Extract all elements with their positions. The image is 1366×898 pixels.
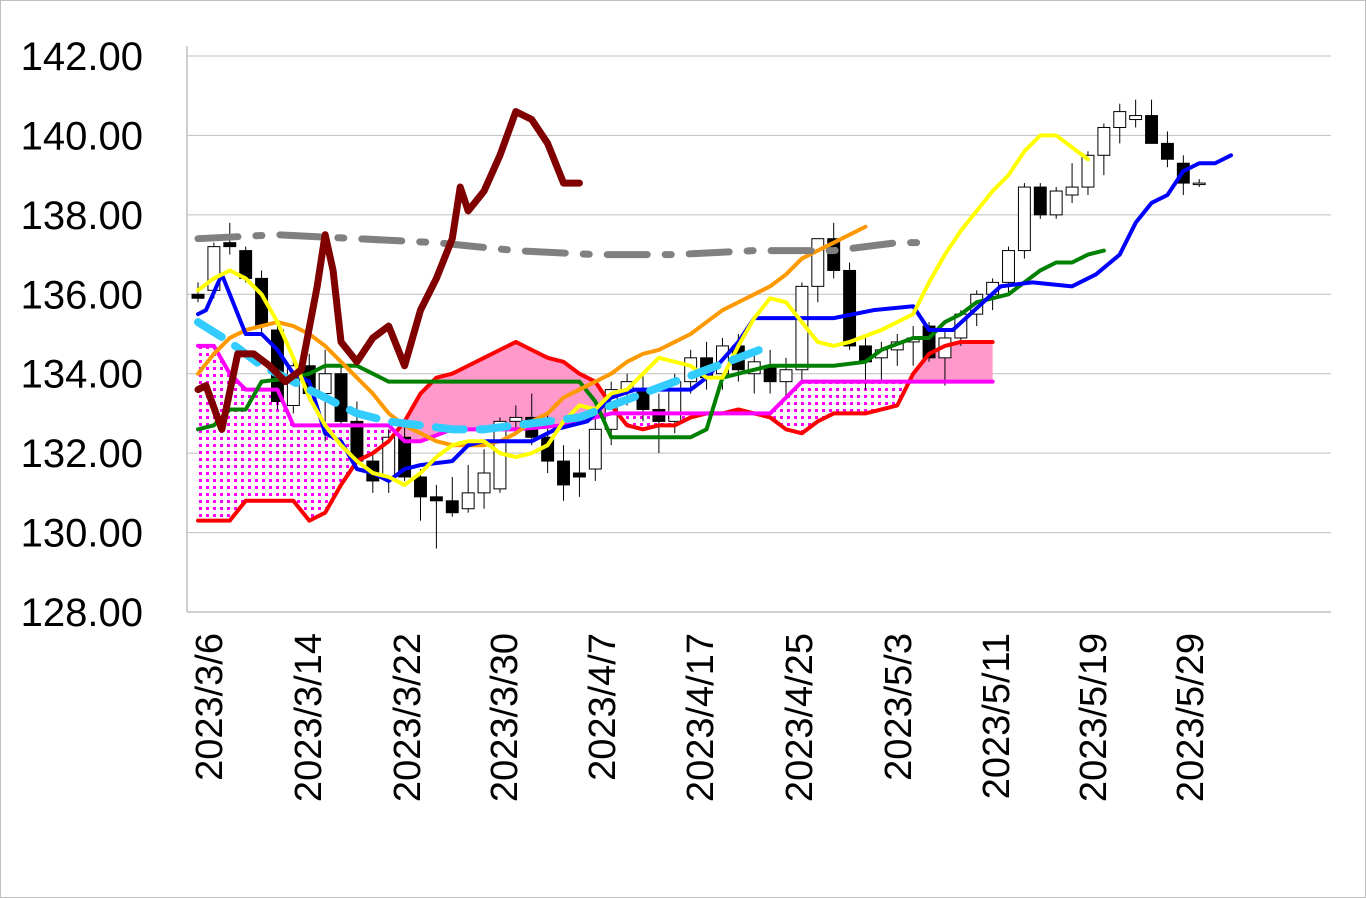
candle-down <box>1145 115 1158 144</box>
candle-down <box>191 293 205 299</box>
y-tick-label: 128.00 <box>21 591 143 635</box>
x-tick-label: 2023/3/6 <box>189 633 231 781</box>
candle-up <box>1097 126 1111 156</box>
candle-up <box>588 428 602 470</box>
x-tick-label: 2023/5/29 <box>1170 633 1212 802</box>
cloud-bullish <box>392 341 616 442</box>
candle-up <box>1049 190 1063 216</box>
y-tick-label: 138.00 <box>21 194 143 238</box>
candle-up <box>318 373 332 395</box>
candle-up <box>477 472 491 494</box>
candle-up <box>779 369 793 383</box>
y-tick-label: 136.00 <box>21 273 143 317</box>
x-tick-label: 2023/3/22 <box>387 633 429 802</box>
candle-down <box>398 436 412 478</box>
y-axis-labels: 142.00 140.00 138.00 136.00 134.00 132.00 130.… <box>21 35 143 635</box>
x-tick-label: 2023/3/30 <box>484 633 526 802</box>
candle-down <box>557 460 570 486</box>
x-tick-label: 2023/5/3 <box>878 633 920 781</box>
cloud-bullish <box>905 341 993 390</box>
x-tick-label: 2023/4/17 <box>680 633 722 802</box>
cloud-bearish <box>754 381 906 434</box>
y-tick-label: 132.00 <box>21 432 143 476</box>
candle-up <box>1129 115 1143 121</box>
y-tick-label: 140.00 <box>21 114 143 158</box>
candle-down <box>922 325 936 359</box>
series-line-gray <box>194 231 933 259</box>
series-line-cyan <box>194 318 775 434</box>
x-tick-label: 2023/3/14 <box>288 633 330 802</box>
candle-down <box>223 242 237 248</box>
x-tick-label: 2023/5/11 <box>976 633 1018 799</box>
x-tick-label: 2023/4/7 <box>582 633 624 781</box>
candle-down <box>429 496 443 502</box>
x-tick-label: 2023/5/19 <box>1073 633 1115 802</box>
candle-down <box>843 269 857 347</box>
candle-down <box>1160 142 1174 160</box>
candle-up <box>811 238 825 287</box>
candle-up <box>1113 111 1127 128</box>
candle-up <box>1002 250 1015 283</box>
candle-down <box>414 476 427 498</box>
series-line-yellow <box>196 133 1090 487</box>
candle-down <box>1033 186 1047 216</box>
series-line-darkred <box>194 108 583 433</box>
y-tick-label: 130.00 <box>21 512 143 556</box>
y-tick-label: 142.00 <box>21 35 143 79</box>
candle-down <box>572 472 586 478</box>
candle-down <box>445 500 459 514</box>
x-axis-labels: 2023/3/6 2023/3/14 2023/3/22 2023/3/30 2023/… <box>189 633 1212 802</box>
candle-up <box>1192 182 1206 186</box>
candle-up <box>509 416 523 422</box>
indicator-lines <box>194 108 1233 523</box>
axes <box>186 46 1331 613</box>
candle-down <box>827 238 841 271</box>
candle-up <box>1017 186 1031 252</box>
x-tick-label: 2023/4/25 <box>779 633 821 802</box>
candle-down <box>334 373 348 422</box>
candle-up <box>461 492 475 510</box>
series-line-green <box>196 248 1106 440</box>
candle-up <box>1081 154 1095 188</box>
candle-up <box>1065 186 1079 196</box>
y-tick-label: 134.00 <box>21 353 143 397</box>
